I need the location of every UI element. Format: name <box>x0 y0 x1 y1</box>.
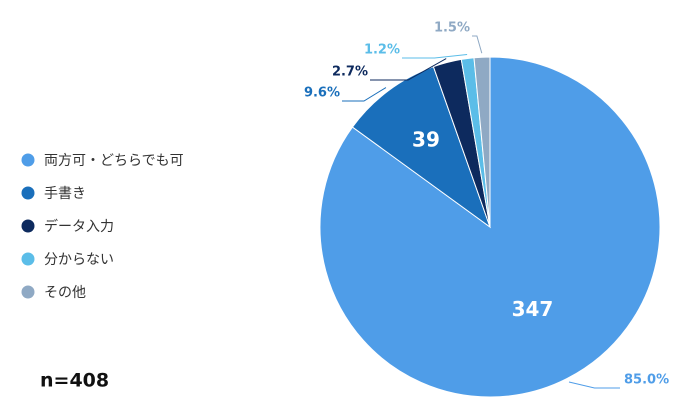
percent-label: 9.6% <box>304 86 340 101</box>
sample-size: n=408 <box>40 370 109 392</box>
pie-slice <box>473 56 491 228</box>
percent-label: 1.2% <box>364 43 400 58</box>
legend-marker <box>21 219 35 233</box>
pie-slice <box>319 56 661 398</box>
legend-marker <box>21 285 35 299</box>
percent-label: 2.7% <box>332 65 368 80</box>
count-label: 347 <box>512 297 554 321</box>
leader-line <box>342 87 387 102</box>
legend-marker <box>21 186 35 200</box>
legend-label: 分からない <box>44 252 114 268</box>
legend-marker <box>21 153 35 167</box>
leader-line <box>402 54 468 59</box>
leader-line <box>568 381 620 389</box>
legend-label: 手書き <box>44 186 86 202</box>
legend-marker <box>21 252 35 266</box>
legend-label: データ入力 <box>44 218 114 235</box>
percent-label: 85.0% <box>624 373 669 388</box>
legend-label: その他 <box>44 285 86 301</box>
count-label: 39 <box>412 128 440 152</box>
leader-line <box>370 58 447 81</box>
legend-label: 両方可・どちらでも可 <box>44 153 184 169</box>
percent-label: 1.5% <box>434 21 470 36</box>
leader-line <box>472 35 483 54</box>
